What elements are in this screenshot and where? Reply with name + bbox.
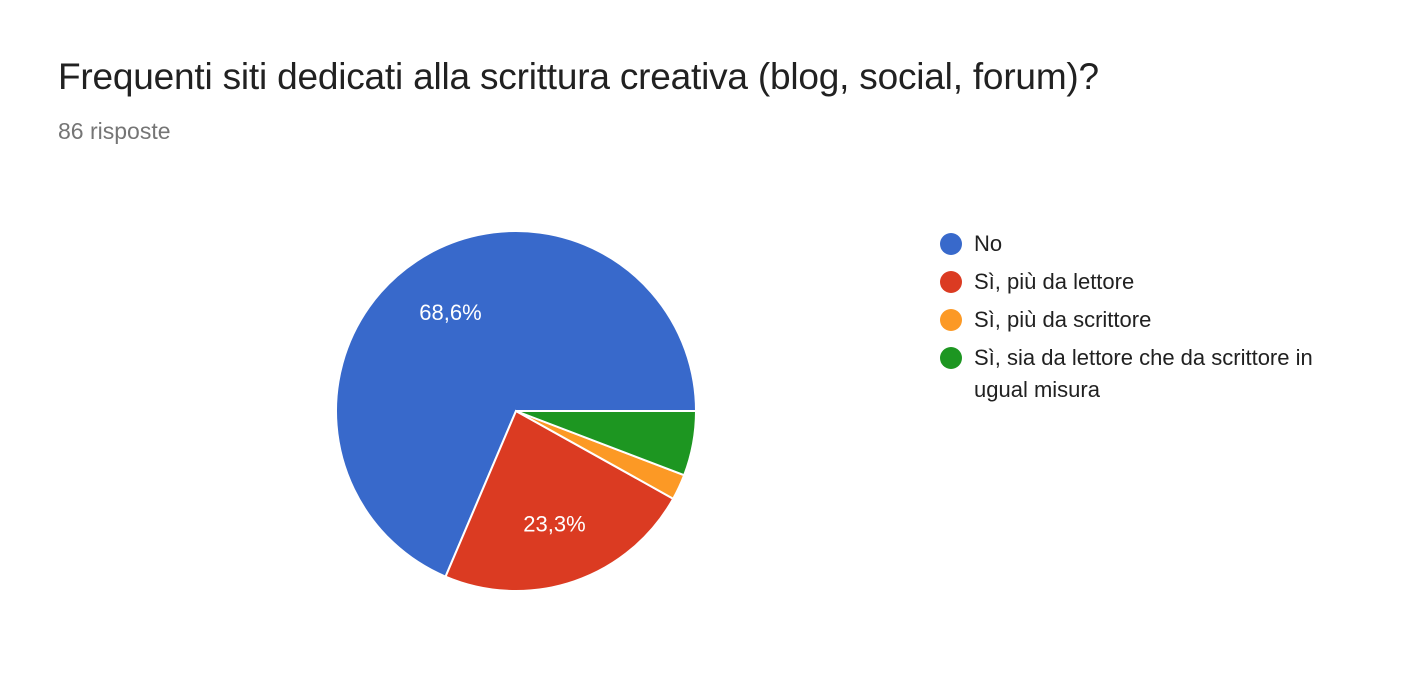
pie-data-label: 23,3% <box>523 511 585 536</box>
chart-title: Frequenti siti dedicati alla scrittura c… <box>58 56 1099 97</box>
pie-slice-no[interactable] <box>335 230 698 578</box>
pie-slice-entrambi[interactable] <box>515 410 698 477</box>
pie-slice-lettore[interactable] <box>444 409 675 592</box>
legend-swatch <box>940 233 962 255</box>
legend-swatch <box>940 271 962 293</box>
legend-label: Sì, più da lettore <box>974 269 1135 294</box>
chart-legend: No Sì, più da lettore Sì, più da scritto… <box>940 228 1380 412</box>
legend-item-lettore[interactable]: Sì, più da lettore <box>940 266 1380 298</box>
legend-label: Sì, sia da lettore che da scrittore in u… <box>974 345 1313 402</box>
legend-label: No <box>974 231 1003 256</box>
legend-item-no[interactable]: No <box>940 228 1380 260</box>
legend-swatch <box>940 347 962 369</box>
legend-item-entrambi[interactable]: Sì, sia da lettore che da scrittore in u… <box>940 342 1380 406</box>
pie-data-label: 68,6% <box>419 300 481 325</box>
legend-swatch <box>940 309 962 331</box>
legend-label: Sì, più da scrittore <box>974 307 1152 332</box>
legend-item-scrittore[interactable]: Sì, più da scrittore <box>940 304 1380 336</box>
response-count: 86 risposte <box>58 118 171 144</box>
